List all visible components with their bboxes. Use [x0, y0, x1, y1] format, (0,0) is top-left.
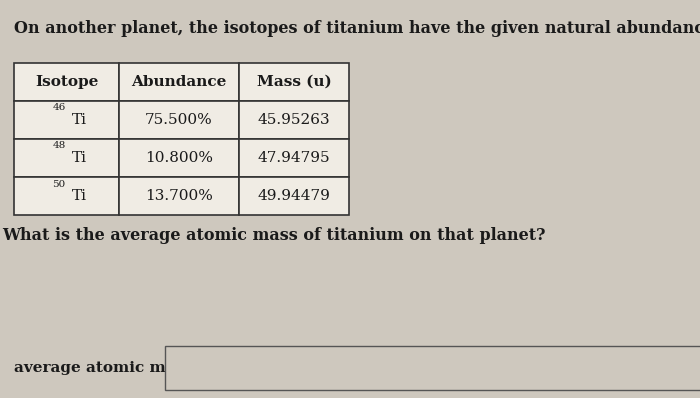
Text: average atomic mass =: average atomic mass = — [14, 361, 211, 375]
Text: 50: 50 — [52, 179, 66, 189]
Text: Ti: Ti — [71, 113, 87, 127]
Text: Ti: Ti — [71, 189, 87, 203]
Bar — [14, 139, 119, 177]
Bar — [119, 139, 239, 177]
Text: 45.95263: 45.95263 — [258, 113, 330, 127]
Text: 75.500%: 75.500% — [145, 113, 213, 127]
Text: Ti: Ti — [71, 151, 87, 165]
Text: On another planet, the isotopes of titanium have the given natural abundances.: On another planet, the isotopes of titan… — [14, 20, 700, 37]
Text: Mass (u): Mass (u) — [257, 75, 331, 89]
Text: What is the average atomic mass of titanium on that planet?: What is the average atomic mass of titan… — [2, 227, 545, 244]
Bar — [119, 63, 239, 101]
Bar — [119, 101, 239, 139]
Bar — [239, 63, 349, 101]
Text: 13.700%: 13.700% — [145, 189, 213, 203]
Bar — [165, 346, 700, 390]
Text: Abundance: Abundance — [132, 75, 227, 89]
Text: Isotope: Isotope — [35, 75, 98, 89]
Bar — [14, 63, 119, 101]
Text: 46: 46 — [52, 103, 66, 113]
Bar — [14, 177, 119, 215]
Text: 10.800%: 10.800% — [145, 151, 213, 165]
Text: 47.94795: 47.94795 — [258, 151, 330, 165]
Bar — [119, 177, 239, 215]
Bar — [239, 139, 349, 177]
Bar — [239, 101, 349, 139]
Text: 49.94479: 49.94479 — [258, 189, 330, 203]
Bar — [239, 177, 349, 215]
Bar — [14, 101, 119, 139]
Text: 48: 48 — [52, 142, 66, 150]
